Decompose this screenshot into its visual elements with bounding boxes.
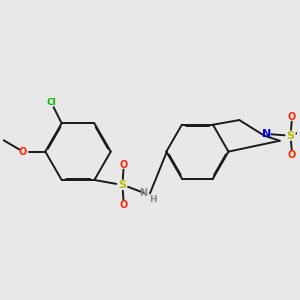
Text: Cl: Cl xyxy=(46,98,56,107)
Text: O: O xyxy=(120,160,128,170)
Text: S: S xyxy=(286,130,294,141)
Text: N: N xyxy=(140,188,148,198)
Text: O: O xyxy=(19,147,27,157)
Text: S: S xyxy=(118,180,126,190)
Text: O: O xyxy=(288,112,296,122)
Text: H: H xyxy=(149,195,156,204)
Text: O: O xyxy=(288,150,296,160)
Text: O: O xyxy=(120,200,128,210)
Text: N: N xyxy=(262,129,272,139)
